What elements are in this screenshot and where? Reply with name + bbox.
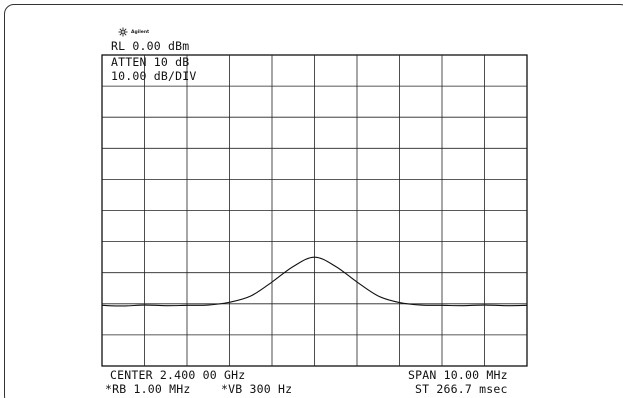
brand-name: Agilent (131, 29, 150, 35)
instrument-frame (4, 4, 623, 398)
graticule-grid (102, 55, 527, 366)
spark-icon (118, 27, 128, 37)
resolution-bandwidth-label: *RB 1.00 MHz (105, 382, 191, 396)
video-bandwidth-label: *VB 300 Hz (221, 382, 293, 396)
center-frequency-label: CENTER 2.400 00 GHz (110, 368, 246, 382)
attenuation-label: ATTEN 10 dB (111, 55, 190, 69)
scale-label: 10.00 dB/DIV (111, 69, 197, 83)
span-label: SPAN 10.00 MHz (408, 368, 508, 382)
sweep-time-label: ST 266.7 msec (415, 382, 508, 396)
spectrum-trace (101, 256, 528, 307)
brand-logo: Agilent (118, 27, 149, 37)
reference-level-label: RL 0.00 dBm (111, 39, 190, 53)
